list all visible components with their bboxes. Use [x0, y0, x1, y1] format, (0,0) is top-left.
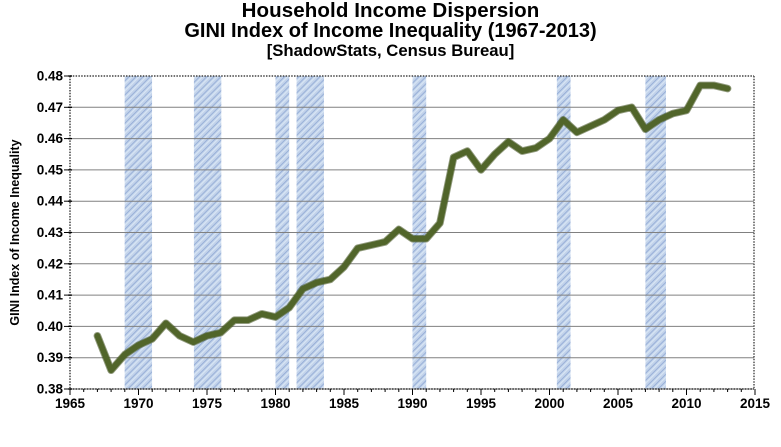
svg-text:1990: 1990: [397, 396, 427, 411]
svg-text:1975: 1975: [192, 396, 223, 411]
svg-text:0.45: 0.45: [37, 162, 64, 177]
svg-text:0.46: 0.46: [37, 131, 64, 146]
svg-text:0.48: 0.48: [37, 69, 64, 84]
svg-text:2005: 2005: [603, 396, 634, 411]
svg-text:0.42: 0.42: [37, 256, 63, 271]
svg-text:0.43: 0.43: [37, 225, 64, 240]
svg-text:1970: 1970: [123, 396, 153, 411]
svg-text:0.38: 0.38: [37, 382, 64, 397]
svg-text:1985: 1985: [329, 396, 360, 411]
svg-text:2000: 2000: [534, 396, 564, 411]
svg-text:1995: 1995: [466, 396, 497, 411]
svg-text:0.39: 0.39: [37, 350, 63, 365]
svg-text:0.44: 0.44: [37, 194, 64, 209]
svg-text:2010: 2010: [671, 396, 701, 411]
svg-text:1965: 1965: [55, 396, 86, 411]
svg-text:1980: 1980: [260, 396, 290, 411]
svg-text:0.41: 0.41: [37, 288, 64, 303]
svg-text:2015: 2015: [740, 396, 771, 411]
svg-text:0.40: 0.40: [37, 319, 63, 334]
svg-text:0.47: 0.47: [37, 100, 63, 115]
